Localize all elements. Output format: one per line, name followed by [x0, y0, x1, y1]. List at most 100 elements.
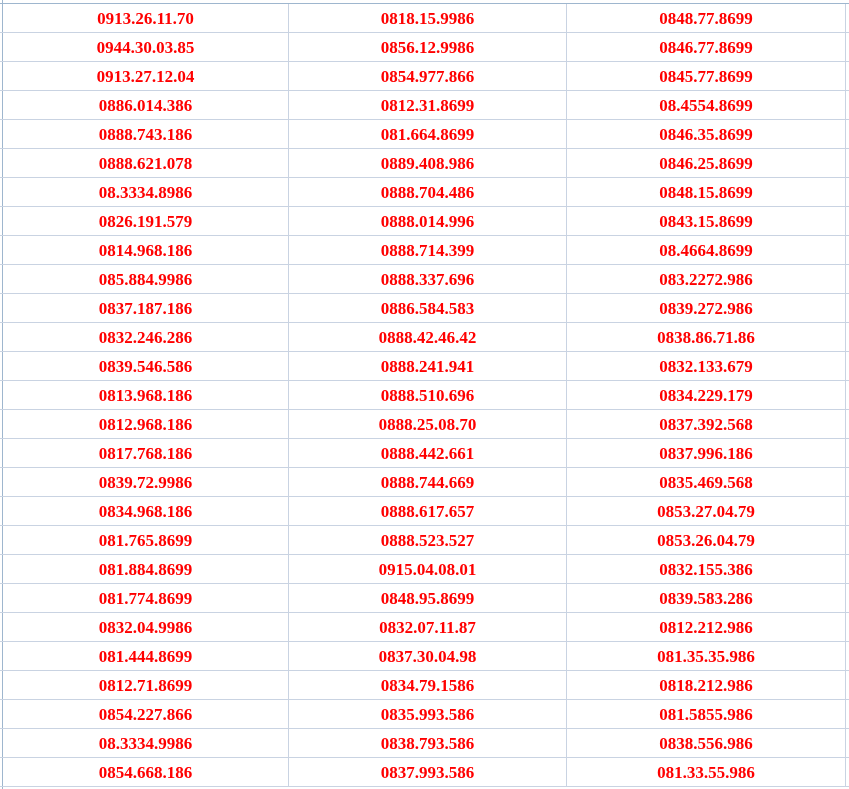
phone-number-cell[interactable]: 08.4664.8699	[567, 236, 846, 264]
table-row: 0944.30.03.85 0856.12.9986 0846.77.8699	[0, 33, 849, 62]
phone-number-cell[interactable]: 0888.510.696	[289, 381, 567, 409]
phone-number-cell[interactable]: 0839.546.586	[0, 352, 289, 380]
phone-number-cell[interactable]: 0888.617.657	[289, 497, 567, 525]
phone-number-cell[interactable]: 08.3334.8986	[0, 178, 289, 206]
phone-number-cell[interactable]: 0913.27.12.04	[0, 62, 289, 90]
phone-number-cell[interactable]: 0854.668.186	[0, 758, 289, 786]
table-row: 0832.246.286 0888.42.46.42 0838.86.71.86	[0, 323, 849, 352]
phone-number-cell[interactable]: 081.774.8699	[0, 584, 289, 612]
phone-number-cell[interactable]: 0888.014.996	[289, 207, 567, 235]
table-row: 085.884.9986 0888.337.696 083.2272.986	[0, 265, 849, 294]
phone-number-cell[interactable]: 081.884.8699	[0, 555, 289, 583]
phone-number-cell[interactable]: 0848.15.8699	[567, 178, 846, 206]
phone-number-cell[interactable]: 0886.014.386	[0, 91, 289, 119]
grid-left-border	[2, 0, 3, 789]
table-row: 0839.72.9986 0888.744.669 0835.469.568	[0, 468, 849, 497]
phone-number-cell[interactable]: 0888.523.527	[289, 526, 567, 554]
phone-number-cell[interactable]: 0888.25.08.70	[289, 410, 567, 438]
phone-number-cell[interactable]: 0944.30.03.85	[0, 33, 289, 61]
phone-number-cell[interactable]: 0837.996.186	[567, 439, 846, 467]
phone-number-cell[interactable]: 0826.191.579	[0, 207, 289, 235]
table-row: 0888.621.078 0889.408.986 0846.25.8699	[0, 149, 849, 178]
phone-number-cell[interactable]: 08.3334.9986	[0, 729, 289, 757]
phone-number-cell[interactable]: 0834.968.186	[0, 497, 289, 525]
phone-number-cell[interactable]: 0854.977.866	[289, 62, 567, 90]
phone-number-cell[interactable]: 0888.621.078	[0, 149, 289, 177]
phone-number-cell[interactable]: 081.765.8699	[0, 526, 289, 554]
phone-number-cell[interactable]: 081.664.8699	[289, 120, 567, 148]
phone-number-cell[interactable]: 0853.26.04.79	[567, 526, 846, 554]
table-row: 0826.191.579 0888.014.996 0843.15.8699	[0, 207, 849, 236]
phone-number-cell[interactable]: 0835.993.586	[289, 700, 567, 728]
table-row: 081.765.8699 0888.523.527 0853.26.04.79	[0, 526, 849, 555]
phone-number-cell[interactable]: 0888.337.696	[289, 265, 567, 293]
table-row: 0832.04.9986 0832.07.11.87 0812.212.986	[0, 613, 849, 642]
phone-number-cell[interactable]: 081.35.35.986	[567, 642, 846, 670]
phone-number-cell[interactable]: 0848.77.8699	[567, 4, 846, 32]
table-row: 0854.668.186 0837.993.586 081.33.55.986	[0, 758, 849, 787]
phone-number-cell[interactable]: 0843.15.8699	[567, 207, 846, 235]
phone-number-cell[interactable]: 081.444.8699	[0, 642, 289, 670]
phone-number-cell[interactable]: 0846.77.8699	[567, 33, 846, 61]
table-row: 0812.71.8699 0834.79.1586 0818.212.986	[0, 671, 849, 700]
phone-number-cell[interactable]: 0813.968.186	[0, 381, 289, 409]
phone-number-cell[interactable]: 0834.229.179	[567, 381, 846, 409]
phone-number-cell[interactable]: 0812.212.986	[567, 613, 846, 641]
phone-number-cell[interactable]: 0838.793.586	[289, 729, 567, 757]
phone-number-cell[interactable]: 0888.704.486	[289, 178, 567, 206]
phone-number-cell[interactable]: 0839.72.9986	[0, 468, 289, 496]
phone-number-cell[interactable]: 0856.12.9986	[289, 33, 567, 61]
phone-number-cell[interactable]: 0888.241.941	[289, 352, 567, 380]
phone-number-cell[interactable]: 0832.246.286	[0, 323, 289, 351]
phone-number-cell[interactable]: 0846.25.8699	[567, 149, 846, 177]
phone-number-cell[interactable]: 0814.968.186	[0, 236, 289, 264]
phone-number-cell[interactable]: 0838.556.986	[567, 729, 846, 757]
phone-number-cell[interactable]: 085.884.9986	[0, 265, 289, 293]
phone-number-cell[interactable]: 0812.31.8699	[289, 91, 567, 119]
phone-number-cell[interactable]: 081.33.55.986	[567, 758, 846, 786]
phone-number-cell[interactable]: 0837.392.568	[567, 410, 846, 438]
phone-number-cell[interactable]: 0817.768.186	[0, 439, 289, 467]
phone-number-cell[interactable]: 0837.187.186	[0, 294, 289, 322]
phone-number-cell[interactable]: 0832.133.679	[567, 352, 846, 380]
phone-number-cell[interactable]: 0845.77.8699	[567, 62, 846, 90]
table-row: 0886.014.386 0812.31.8699 08.4554.8699	[0, 91, 849, 120]
phone-number-cell[interactable]: 08.4554.8699	[567, 91, 846, 119]
phone-number-cell[interactable]: 0812.71.8699	[0, 671, 289, 699]
phone-number-cell[interactable]: 083.2272.986	[567, 265, 846, 293]
phone-number-cell[interactable]: 0818.15.9986	[289, 4, 567, 32]
phone-number-cell[interactable]: 0888.744.669	[289, 468, 567, 496]
phone-number-cell[interactable]: 0888.743.186	[0, 120, 289, 148]
phone-number-cell[interactable]: 0839.583.286	[567, 584, 846, 612]
phone-number-cell[interactable]: 0832.155.386	[567, 555, 846, 583]
grid-top-border	[0, 3, 849, 4]
phone-number-cell[interactable]: 0832.04.9986	[0, 613, 289, 641]
phone-number-cell[interactable]: 0888.442.661	[289, 439, 567, 467]
phone-number-cell[interactable]: 0838.86.71.86	[567, 323, 846, 351]
phone-number-cell[interactable]: 0889.408.986	[289, 149, 567, 177]
phone-number-cell[interactable]: 0839.272.986	[567, 294, 846, 322]
phone-number-cell[interactable]: 0913.26.11.70	[0, 4, 289, 32]
phone-number-cell[interactable]: 0888.714.399	[289, 236, 567, 264]
phone-number-cell[interactable]: 081.5855.986	[567, 700, 846, 728]
table-row: 081.884.8699 0915.04.08.01 0832.155.386	[0, 555, 849, 584]
table-row: 0839.546.586 0888.241.941 0832.133.679	[0, 352, 849, 381]
phone-number-cell[interactable]: 0832.07.11.87	[289, 613, 567, 641]
table-row: 0854.227.866 0835.993.586 081.5855.986	[0, 700, 849, 729]
table-row: 0837.187.186 0886.584.583 0839.272.986	[0, 294, 849, 323]
phone-number-cell[interactable]: 0854.227.866	[0, 700, 289, 728]
table-row: 0834.968.186 0888.617.657 0853.27.04.79	[0, 497, 849, 526]
phone-number-cell[interactable]: 0888.42.46.42	[289, 323, 567, 351]
phone-number-cell[interactable]: 0853.27.04.79	[567, 497, 846, 525]
phone-number-cell[interactable]: 0812.968.186	[0, 410, 289, 438]
phone-number-cell[interactable]: 0837.30.04.98	[289, 642, 567, 670]
phone-number-cell[interactable]: 0834.79.1586	[289, 671, 567, 699]
phone-number-cell[interactable]: 0835.469.568	[567, 468, 846, 496]
table-row: 0888.743.186 081.664.8699 0846.35.8699	[0, 120, 849, 149]
phone-number-cell[interactable]: 0837.993.586	[289, 758, 567, 786]
phone-number-cell[interactable]: 0818.212.986	[567, 671, 846, 699]
phone-number-cell[interactable]: 0846.35.8699	[567, 120, 846, 148]
phone-number-cell[interactable]: 0915.04.08.01	[289, 555, 567, 583]
phone-number-cell[interactable]: 0848.95.8699	[289, 584, 567, 612]
phone-number-cell[interactable]: 0886.584.583	[289, 294, 567, 322]
